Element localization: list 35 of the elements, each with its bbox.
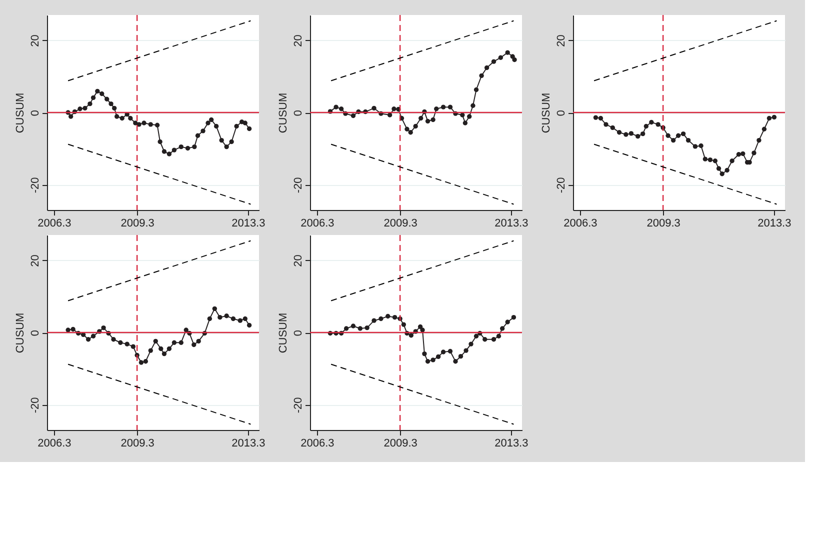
y-tick-label: 20 [30,34,42,47]
x-tick-label: 2013.3 [232,218,266,230]
y-tick-label: 20 [292,34,304,47]
x-tick-label: 2009.3 [384,438,418,450]
y-tick-label: -20 [292,397,304,414]
y-tick-label: -20 [30,177,42,194]
y-axis-title: CUSUM [540,92,552,134]
y-tick-label: 0 [30,330,42,336]
x-tick-label: 2009.3 [384,218,418,230]
y-axis-title: CUSUM [278,92,290,134]
x-tick-label: 2006.3 [300,438,334,450]
x-tick-label: 2013.3 [494,218,528,230]
x-tick-label: 2009.3 [646,218,680,230]
x-tick-label: 2013.3 [232,438,266,450]
x-tick-label: 2013.3 [758,218,792,230]
y-tick-label: 20 [556,34,568,47]
y-tick-label: 0 [556,110,568,116]
x-tick-label: 2009.3 [120,438,154,450]
y-tick-label: 0 [292,330,304,336]
y-axis-title: CUSUM [14,312,26,354]
y-tick-label: -20 [30,397,42,414]
y-axis-title: CUSUM [14,92,26,134]
y-tick-label: -20 [556,177,568,194]
x-tick-label: 2009.3 [120,218,154,230]
x-tick-label: 2006.3 [300,218,334,230]
y-tick-label: 20 [292,254,304,267]
y-tick-label: 0 [292,110,304,116]
y-tick-label: 0 [30,110,42,116]
y-axis-title: CUSUM [278,312,290,354]
y-tick-label: 20 [30,254,42,267]
x-tick-label: 2006.3 [38,438,72,450]
x-tick-label: 2006.3 [38,218,72,230]
y-tick-label: -20 [292,177,304,194]
x-tick-label: 2013.3 [494,438,528,450]
x-tick-label: 2006.3 [564,218,598,230]
